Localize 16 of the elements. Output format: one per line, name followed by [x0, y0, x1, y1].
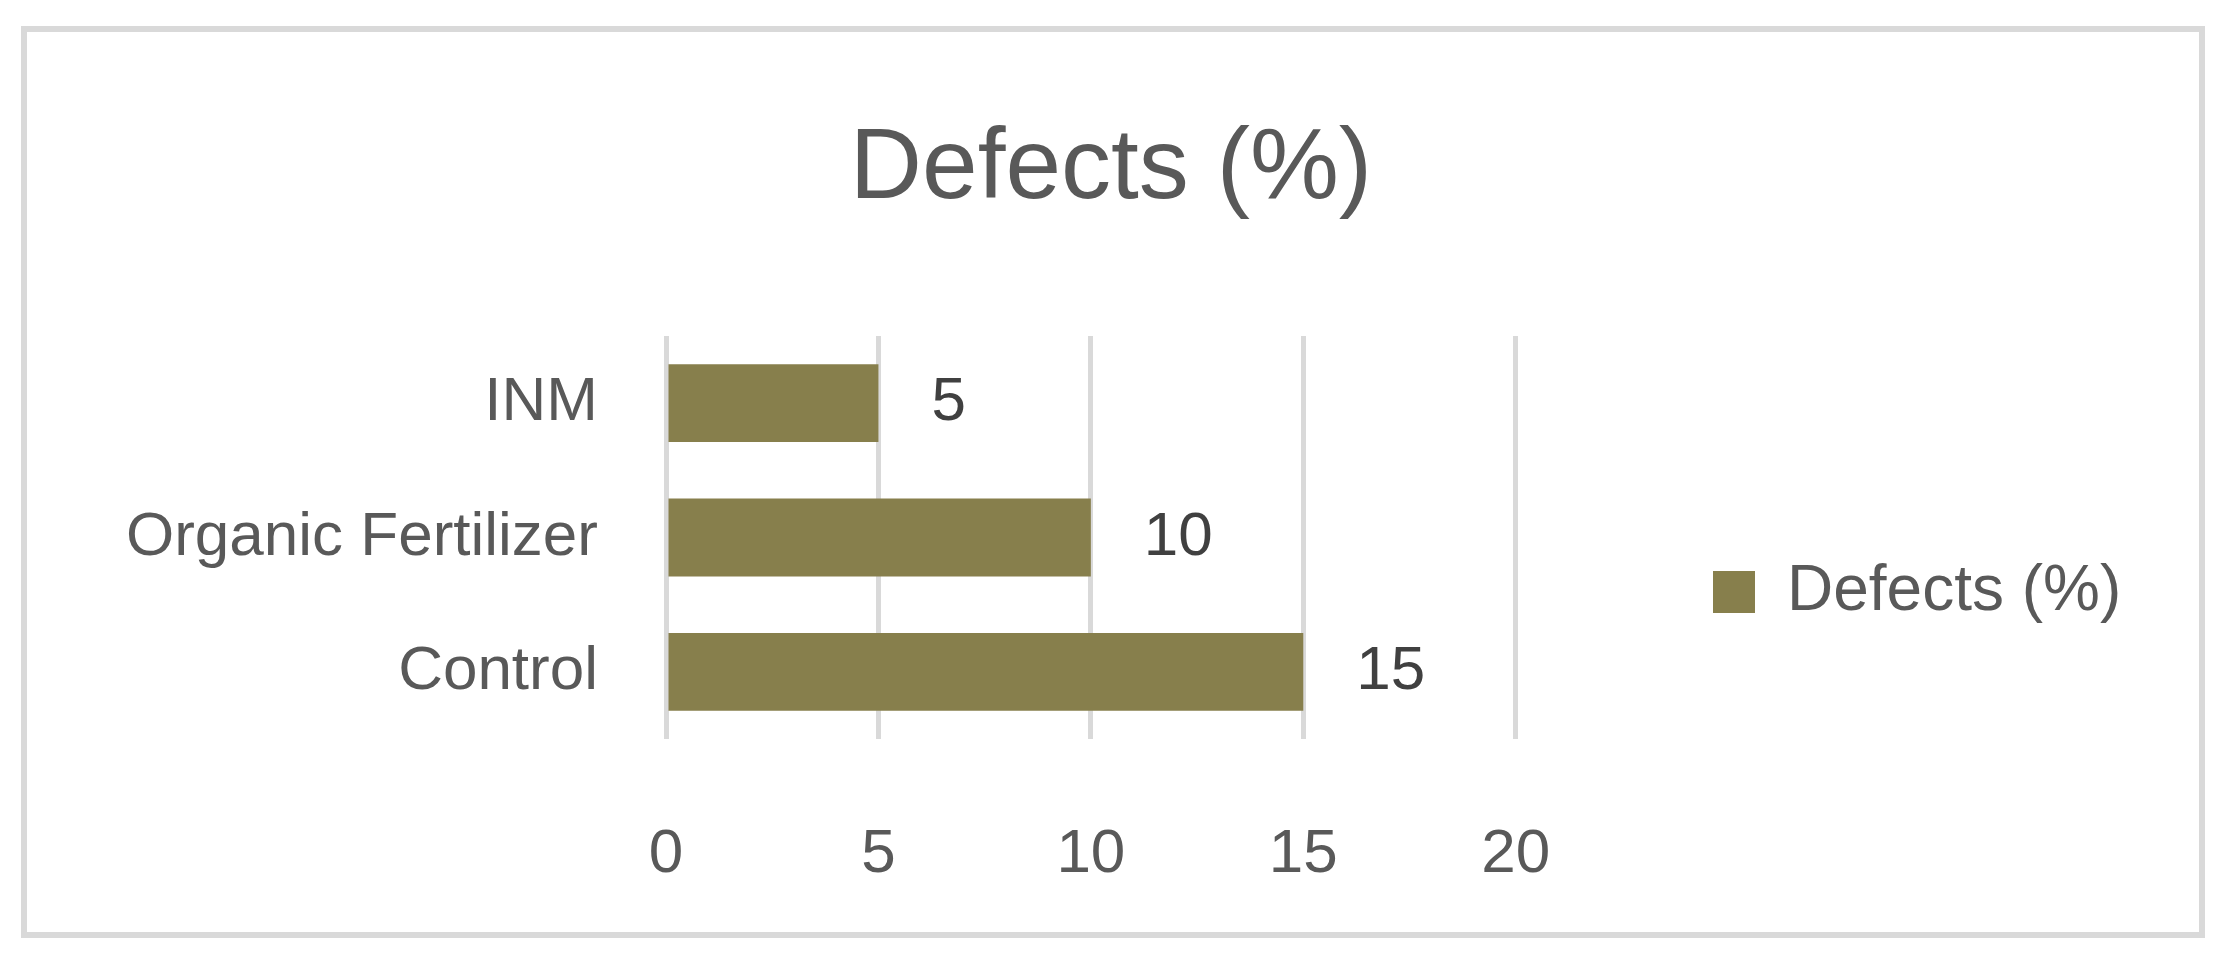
bar — [668, 364, 879, 443]
data-label: 5 — [931, 364, 966, 434]
legend-label: Defects (%) — [1787, 551, 2122, 624]
x-tick-label: 15 — [1268, 816, 1338, 886]
x-tick-label: 0 — [648, 816, 684, 886]
x-tick-label: 10 — [1056, 816, 1126, 886]
y-tick-label: Control — [398, 632, 598, 702]
chart-title: Defects (%) — [849, 106, 1373, 219]
data-label: 15 — [1356, 632, 1426, 702]
y-tick-label: Organic Fertilizer — [126, 498, 598, 568]
x-tick-label: 20 — [1481, 816, 1551, 886]
bar — [668, 498, 1091, 577]
y-tick-label: INM — [484, 364, 598, 434]
data-label: 10 — [1143, 498, 1213, 568]
bar — [668, 632, 1304, 711]
x-tick-label: 5 — [861, 816, 896, 886]
